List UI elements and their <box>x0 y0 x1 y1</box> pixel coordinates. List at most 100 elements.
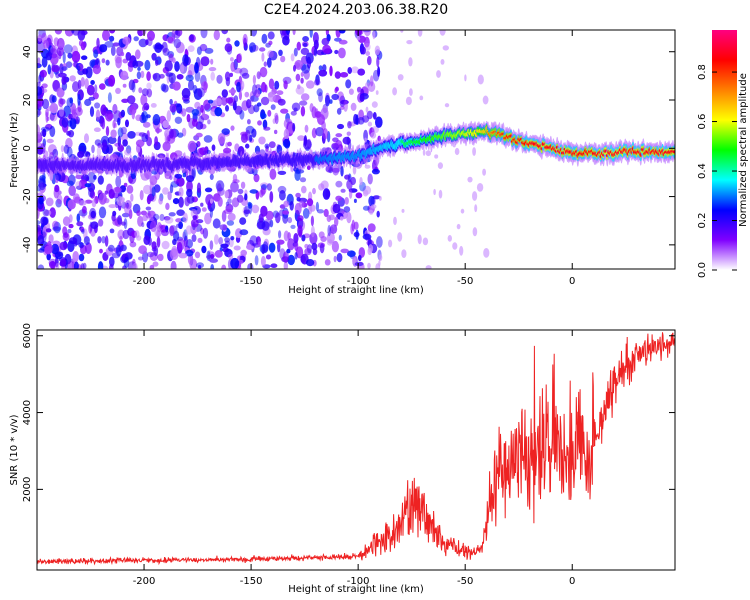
spectrogram-noise-blob <box>244 91 250 98</box>
spectrogram-noise-blob <box>61 117 69 128</box>
spectrogram-noise-blob <box>388 239 393 248</box>
spectrogram-noise-blob <box>58 72 67 78</box>
spectrogram-noise-blob <box>452 143 456 148</box>
spectrogram-noise-blob <box>168 128 174 139</box>
spectrogram-noise-blob <box>330 224 338 235</box>
spectrogram-noise-blob <box>375 116 383 128</box>
spectrogram-noise-blob <box>230 257 240 269</box>
spectrogram-noise-blob <box>310 225 315 238</box>
spectrogram-noise-blob <box>337 91 344 102</box>
spectrogram-noise-blob <box>141 222 145 228</box>
spectrogram-noise-blob <box>367 223 376 233</box>
spectrogram-noise-blob <box>221 210 227 222</box>
spectrogram-noise-blob <box>261 33 268 44</box>
spectrogram-noise-blob <box>318 92 323 103</box>
spectrogram-noise-blob <box>339 72 349 78</box>
spectrogram-noise-blob <box>37 63 42 69</box>
spectrogram-noise-blob <box>357 117 365 125</box>
spectrogram-noise-blob <box>327 224 332 237</box>
spectrogram-noise-blob <box>227 141 232 147</box>
spectrogram-noise-blob <box>376 210 380 218</box>
spectrogram-noise-blob <box>206 254 214 260</box>
spectrogram-noise-blob <box>293 107 298 112</box>
spectrogram-noise-blob <box>122 36 131 45</box>
spectrogram-y-tick-label-3: 20 <box>22 94 33 107</box>
spectrogram-noise-blob <box>90 210 96 219</box>
spectrogram-noise-blob <box>240 181 246 189</box>
spectrogram-noise-blob <box>137 66 141 71</box>
colorbar-tick-label-4: 0.8 <box>697 64 708 80</box>
spectrogram-noise-blob <box>37 264 45 269</box>
spectrogram-noise-blob <box>367 121 373 127</box>
spectrogram-noise-blob <box>80 41 86 51</box>
spectrogram-noise-blob <box>60 145 65 153</box>
spectrogram-noise-blob <box>362 189 369 197</box>
spectrogram-noise-blob <box>54 184 60 193</box>
spectrogram-noise-blob <box>367 55 372 66</box>
spectrogram-noise-blob <box>60 258 67 267</box>
spectrogram-noise-blob <box>75 181 82 190</box>
spectrogram-noise-blob <box>214 234 219 245</box>
spectrogram-noise-blob <box>209 258 219 263</box>
spectrogram-noise-blob <box>225 201 229 206</box>
spectrogram-noise-blob <box>309 204 316 212</box>
spectrogram-noise-blob <box>42 226 48 237</box>
spectrogram-noise-blob <box>397 74 404 81</box>
spectrogram-noise-blob <box>293 64 296 72</box>
spectrogram-noise-blob <box>109 30 116 34</box>
spectrogram-noise-blob <box>185 225 193 235</box>
spectrogram-noise-blob <box>120 109 126 118</box>
spectrogram-noise-blob <box>105 126 110 137</box>
spectrogram-noise-blob <box>237 188 244 195</box>
spectrogram-noise-blob <box>274 114 279 125</box>
spectrogram-noise-blob <box>85 242 92 255</box>
spectrogram-noise-blob <box>408 57 413 67</box>
spectrogram-noise-blob <box>45 108 49 118</box>
spectrogram-noise-blob <box>172 198 180 205</box>
spectrogram-noise-blob <box>124 149 132 156</box>
spectrogram-noise-blob <box>122 83 127 88</box>
spectrogram-noise-blob <box>109 35 115 42</box>
spectrogram-noise-blob <box>117 117 121 126</box>
snr-y-axis-label: SNR (10 * v/v) <box>9 414 20 485</box>
spectrogram-noise-blob <box>265 210 274 221</box>
spectrogram-noise-blob <box>317 209 324 214</box>
spectrogram-noise-blob <box>299 177 307 183</box>
spectrogram-noise-blob <box>147 30 155 41</box>
spectrogram-noise-blob <box>82 150 90 157</box>
spectrogram-y-tick-label-1: -20 <box>22 188 33 204</box>
spectrogram-noise-blob <box>214 250 223 258</box>
colorbar-tick-label-2: 0.4 <box>697 163 708 179</box>
spectrogram-noise-blob <box>311 242 318 251</box>
spectrogram-noise-blob <box>376 56 380 68</box>
colorbar-gradient <box>712 30 737 270</box>
spectrogram-noise-blob <box>247 119 251 125</box>
spectrogram-noise-blob <box>92 64 102 75</box>
spectrogram-blobs <box>37 30 675 269</box>
spectrogram-noise-blob <box>294 252 298 260</box>
spectrogram-noise-blob <box>367 262 371 269</box>
spectrogram-noise-blob <box>168 72 176 84</box>
spectrogram-noise-blob <box>80 77 85 87</box>
spectrogram-noise-blob <box>156 127 160 134</box>
spectrogram-noise-blob <box>267 31 275 40</box>
spectrogram-noise-blob <box>137 256 144 261</box>
spectrogram-noise-blob <box>59 241 68 251</box>
spectrogram-noise-blob <box>218 237 223 245</box>
spectrogram-noise-blob <box>120 70 129 81</box>
colorbar-label: Normalized spectral amplitude <box>738 73 749 227</box>
spectrogram-noise-blob <box>474 204 478 213</box>
spectrogram-noise-blob <box>62 231 70 242</box>
spectrogram-noise-blob <box>76 213 81 223</box>
spectrogram-noise-blob <box>298 200 305 208</box>
spectrogram-noise-blob <box>158 197 163 205</box>
spectrogram-noise-blob <box>124 203 132 215</box>
spectrogram-noise-blob <box>209 240 214 251</box>
spectrogram-noise-blob <box>152 44 159 50</box>
spectrogram-noise-blob <box>294 169 301 181</box>
spectrogram-noise-blob <box>472 191 478 201</box>
spectrogram-noise-blob <box>302 42 308 47</box>
spectrogram-noise-blob <box>46 116 50 121</box>
spectrogram-noise-blob <box>259 66 268 78</box>
spectrogram-noise-blob <box>132 59 139 69</box>
